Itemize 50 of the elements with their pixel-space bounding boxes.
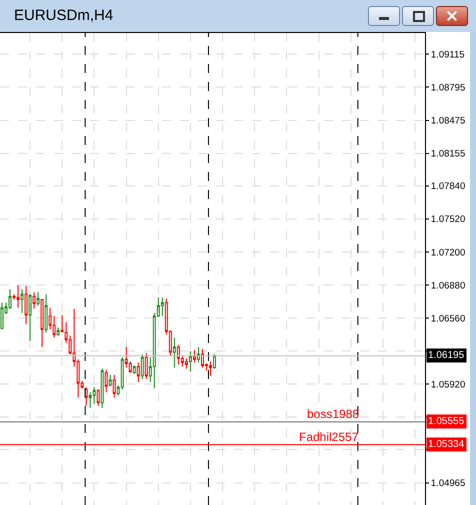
candlestick	[172, 337, 176, 368]
candlestick	[24, 286, 28, 325]
ref-line-label: boss1988	[307, 407, 360, 421]
y-tick-label: 1.08795	[430, 82, 466, 94]
candlestick	[32, 292, 36, 310]
candlestick	[192, 350, 196, 363]
ref-line-label: Fadhil2557	[299, 430, 359, 444]
candlestick	[0, 302, 4, 330]
y-tick-label: 1.06560	[430, 313, 466, 324]
y-tick-label: 1.08475	[430, 116, 466, 127]
candlestick	[176, 344, 180, 366]
candlestick	[136, 362, 140, 383]
candlestick	[209, 360, 212, 376]
candlestick	[84, 386, 88, 406]
candlestick	[88, 392, 92, 408]
candlestick	[40, 298, 44, 348]
annotation: 1.05334	[428, 439, 465, 450]
candlestick	[200, 348, 204, 368]
candlestick	[140, 354, 144, 380]
y-tick-label: 1.09115	[430, 49, 465, 60]
candlestick	[16, 284, 20, 308]
candlestick	[108, 374, 112, 387]
y-tick-label: 1.07200	[430, 247, 466, 258]
y-tick-label: 1.05920	[430, 379, 466, 390]
candlestick	[44, 294, 48, 334]
y-tick-label: 1.07520	[430, 214, 466, 226]
candlestick	[92, 386, 96, 404]
candlestick	[100, 368, 104, 408]
y-tick-label: 1.06880	[430, 280, 466, 292]
candlestick	[188, 350, 192, 372]
y-tick-label: 1.07840	[430, 181, 466, 192]
candlestick	[213, 354, 216, 370]
candlestick	[20, 288, 24, 314]
y-tick-label: 1.04965	[430, 478, 466, 490]
candlestick	[132, 365, 136, 374]
candlestick	[56, 326, 60, 336]
candlestick	[28, 294, 32, 342]
candlestick	[104, 369, 108, 393]
chart-title: EURUSDm,H4	[14, 7, 114, 24]
candlestick	[196, 346, 200, 363]
candlestick	[60, 314, 64, 334]
annotation: 1.06195	[428, 350, 465, 361]
candlestick	[160, 296, 164, 316]
candlestick	[96, 388, 100, 406]
annotation: 1.05555	[428, 416, 465, 427]
y-tick-label: 1.08155	[430, 148, 466, 160]
candlestick	[112, 374, 116, 398]
candlestick	[184, 358, 188, 370]
candlestick	[36, 292, 40, 306]
candlestick	[144, 352, 148, 380]
